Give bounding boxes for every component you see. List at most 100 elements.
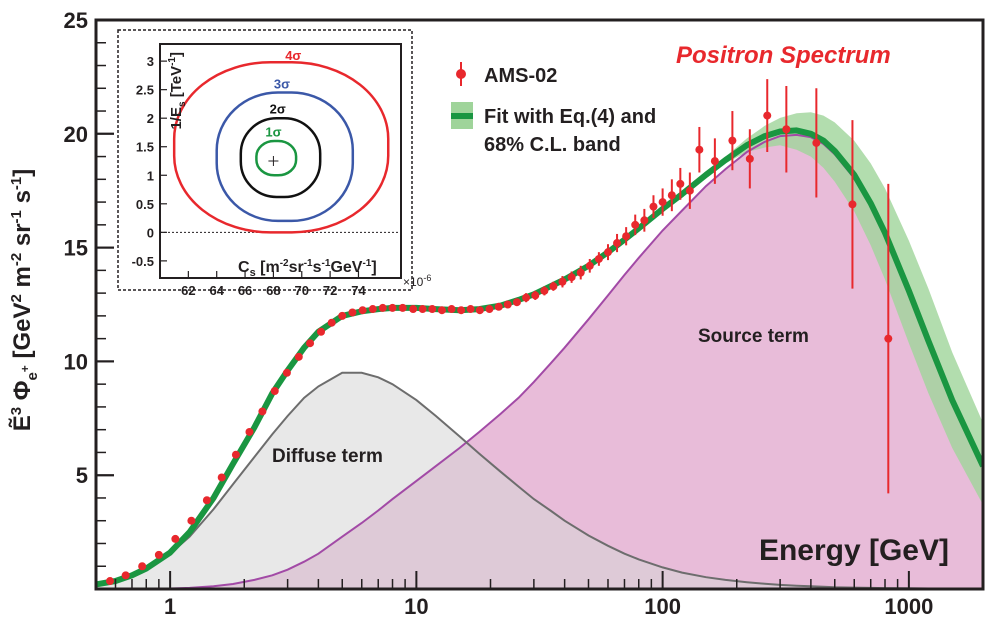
inset-y-tick-label: 1.5 [136,140,154,155]
ams02-data-point [327,318,336,327]
ams02-data-point [848,200,857,209]
ams02-data-point [171,534,180,543]
inset-y-tick-label: -0.5 [132,254,154,269]
ams02-data-point [549,282,558,291]
inset-x-tick-label: 64 [209,283,224,298]
ams02-data-point [245,427,254,436]
ams02-data-point [317,327,326,336]
x-tick-label: 1000 [884,594,933,619]
legend: AMS-02 Fit with Eq.(4) and 68% C.L. band [451,62,656,156]
ams02-data-point [603,248,612,257]
ams02-data-point [728,136,737,145]
inset-x-tick-label: 68 [266,283,280,298]
ams02-data-point [306,339,315,348]
sigma-label-1: 1σ [265,124,281,139]
x-tick-label: 100 [644,594,681,619]
legend-ams02-marker [456,69,466,79]
source-term-area [96,134,983,589]
ams02-data-point [512,298,521,307]
x-tick-label: 10 [404,594,428,619]
ams02-data-point [475,306,484,315]
inset-y-tick-label: 2 [147,111,154,126]
ams02-data-point [695,145,704,154]
ams02-data-point [585,261,594,270]
inset-y-tick-label: 0 [147,225,154,240]
x-axis-label: Energy [GeV] [759,534,949,567]
ams02-data-point [745,154,754,163]
legend-fit-label-line1: Fit with Eq.(4) and [484,106,656,128]
inset-x-tick-label: 62 [181,283,195,298]
ams02-data-point [187,516,196,525]
ams02-data-point [567,273,576,282]
ams02-data-point [658,198,667,207]
y-tick-label: 20 [64,122,88,147]
sigma-contour-1 [255,139,298,177]
ams02-data-point [676,179,685,188]
ams02-data-point [522,293,531,302]
y-tick-label: 10 [64,349,88,374]
ams02-data-point [576,268,585,277]
ams02-data-point [710,157,719,166]
ams02-data-point [763,111,772,120]
sigma-contour-2 [239,116,322,199]
ams02-data-point [202,496,211,505]
y-tick-label: 5 [76,463,88,488]
ams02-data-point [106,577,115,586]
inset-y-axis-label: 1/Es [TeV-1] [167,52,188,130]
ams02-data-point [649,202,658,211]
ams02-data-point [294,352,303,361]
ams02-data-point [466,305,475,314]
sigma-contour-3 [215,91,355,223]
ams02-data-point [121,571,130,580]
inset-x-tick-label: 66 [238,283,252,298]
ams02-data-point [812,138,821,147]
ams02-data-point [154,550,163,559]
ams02-data-point [540,286,549,295]
sigma-contour-4 [172,61,390,234]
inset-frame [159,43,402,279]
inset-y-tick-label: 0.5 [136,197,154,212]
ams02-data-point [782,125,791,134]
chart-title: Positron Spectrum [676,42,891,69]
ams02-data-point [358,306,367,315]
ams02-data-point [685,186,694,195]
ams02-data-point [485,305,494,314]
y-tick-label: 25 [64,8,88,33]
ams02-data-point [558,277,567,286]
source-term-label: Source term [698,326,809,347]
ams02-data-point [217,473,226,482]
ams02-data-point [494,302,503,311]
legend-fit-label-line2: 68% C.L. band [484,134,621,156]
diffuse-term-label: Diffuse term [272,446,383,467]
y-axis-label: Ẽ3 Φe+ [GeV2 m-2 sr-1 s-1] [8,169,41,432]
inset-x-multiplier: ×10-6 [403,273,431,289]
x-tick-label: 1 [164,594,176,619]
inset-background [117,29,413,291]
diffuse-term-line [96,371,983,589]
legend-ams02-label: AMS-02 [484,65,557,87]
ams02-data-point [613,239,622,248]
ams02-data-point [258,407,267,416]
ams02-data-point [388,303,397,312]
ams02-data-point [667,191,676,200]
inset-y-tick-label: 3 [147,54,154,69]
inset-x-tick-label: 70 [295,283,309,298]
inset-x-axis-label: Cs [m-2sr-1s-1GeV-1] [238,258,377,279]
plot-frame [94,18,985,591]
ams02-data-point [428,305,437,314]
ams02-data-point [282,368,291,377]
ams02-data-point [594,254,603,263]
ams02-data-point [368,305,377,314]
ams02-data-point [348,308,357,317]
ams02-data-point [398,303,407,312]
ams02-data-point [378,303,387,312]
legend-entry-fit: Fit with Eq.(4) and 68% C.L. band [451,102,656,156]
inset-y-tick-label: 2.5 [136,83,154,98]
ams02-data-point [437,306,446,315]
ams02-data-point [622,232,631,241]
inset-x-tick-label: 72 [323,283,337,298]
inset-x-tick-label: 74 [351,283,366,298]
ams02-data-point [270,386,279,395]
